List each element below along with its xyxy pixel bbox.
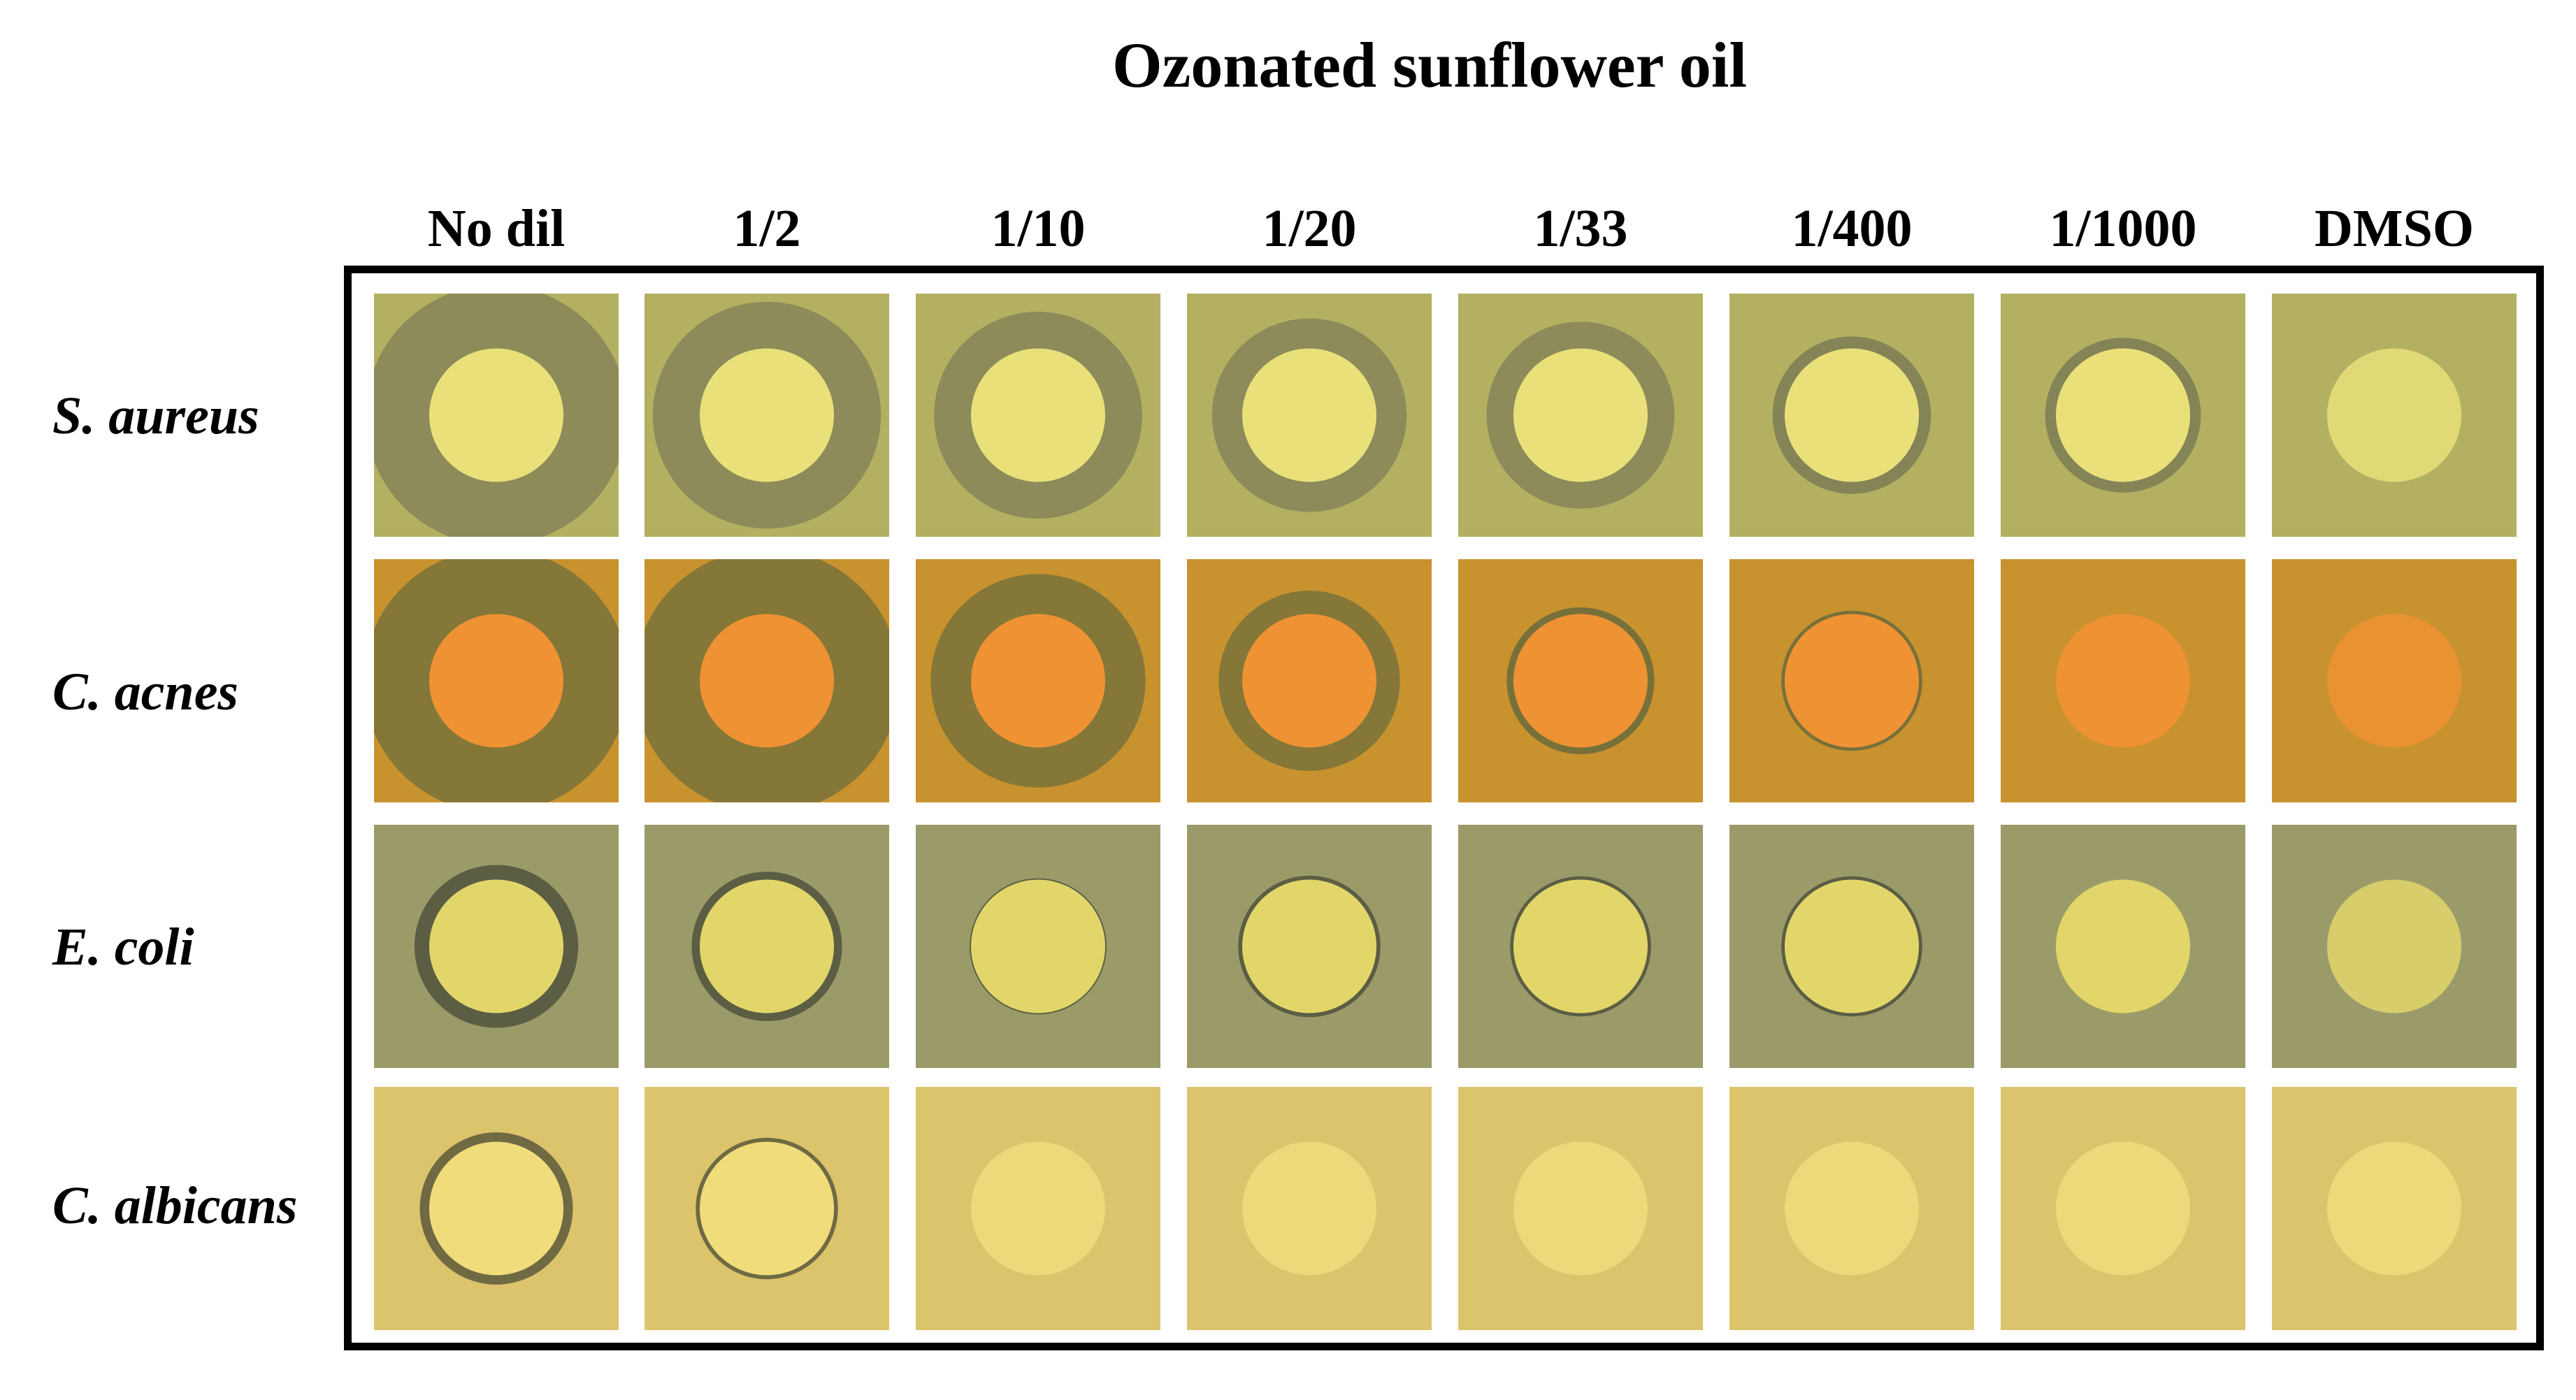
- column-header-1-400: 1/400: [1791, 199, 1913, 258]
- plate-c-acnes-dmso: [2272, 559, 2517, 802]
- plate-c-albicans-no-dil: [374, 1087, 619, 1330]
- plate-s-aureus-1-1000: [2001, 294, 2245, 537]
- plate-c-albicans-1-10: [916, 1087, 1160, 1330]
- sample-disk: [1785, 614, 1919, 748]
- sample-disk: [1242, 1141, 1376, 1276]
- sample-disk: [429, 879, 563, 1013]
- sample-disk: [1242, 614, 1376, 748]
- plate-e-coli-1-20: [1187, 825, 1432, 1068]
- sample-disk: [1785, 879, 1919, 1013]
- sample-disk: [1513, 879, 1648, 1013]
- sample-disk: [1513, 348, 1648, 482]
- sample-disk: [429, 614, 563, 748]
- plate-c-albicans-1-1000: [2001, 1087, 2245, 1330]
- plate-s-aureus-1-33: [1458, 294, 1703, 537]
- sample-disk: [429, 348, 563, 482]
- row-label-c-albicans: C. albicans: [52, 1176, 298, 1235]
- plate-c-albicans-1-2: [645, 1087, 889, 1330]
- sample-disk: [2327, 1141, 2461, 1276]
- column-header-1-33: 1/33: [1533, 199, 1628, 258]
- sample-disk: [2327, 348, 2461, 482]
- plate-e-coli-no-dil: [374, 825, 619, 1068]
- sample-disk: [2056, 1141, 2190, 1276]
- plate-s-aureus-1-10: [916, 294, 1160, 537]
- plate-e-coli-1-1000: [2001, 825, 2245, 1068]
- plate-s-aureus-1-2: [645, 294, 889, 537]
- plate-c-acnes-1-33: [1458, 559, 1703, 802]
- sample-disk: [2056, 348, 2190, 482]
- plate-e-coli-1-400: [1729, 825, 1974, 1068]
- plate-s-aureus-1-400: [1729, 294, 1974, 537]
- plate-e-coli-dmso: [2272, 825, 2517, 1068]
- sample-disk: [1242, 348, 1376, 482]
- plate-c-acnes-1-400: [1729, 559, 1974, 802]
- plate-c-albicans-1-33: [1458, 1087, 1703, 1330]
- plate-e-coli-1-2: [645, 825, 889, 1068]
- sample-disk: [700, 348, 834, 482]
- plate-e-coli-1-10: [916, 825, 1160, 1068]
- sample-disk: [700, 879, 834, 1013]
- sample-disk: [2327, 614, 2461, 748]
- plate-e-coli-1-33: [1458, 825, 1703, 1068]
- sample-disk: [700, 614, 834, 748]
- column-header-no-dil: No dil: [427, 199, 566, 258]
- sample-disk: [1785, 1141, 1919, 1276]
- column-header-1-20: 1/20: [1262, 199, 1357, 258]
- sample-disk: [971, 1141, 1105, 1276]
- plate-s-aureus-1-20: [1187, 294, 1432, 537]
- sample-disk: [971, 348, 1105, 482]
- plate-c-albicans-dmso: [2272, 1087, 2517, 1330]
- sample-disk: [2056, 879, 2190, 1013]
- figure-title: Ozonated sunflower oil: [1111, 29, 1748, 101]
- sample-disk: [1242, 879, 1376, 1013]
- row-label-e-coli: E. coli: [52, 918, 194, 976]
- plate-c-acnes-1-20: [1187, 559, 1432, 802]
- sample-disk: [1513, 614, 1648, 748]
- sample-disk: [1785, 348, 1919, 482]
- sample-disk: [700, 1141, 834, 1276]
- plate-c-albicans-1-400: [1729, 1087, 1974, 1330]
- plate-c-acnes-1-1000: [2001, 559, 2245, 802]
- column-header-1-10: 1/10: [991, 199, 1086, 258]
- plate-c-acnes-no-dil: [374, 559, 619, 802]
- sample-disk: [971, 614, 1105, 748]
- column-header-1-2: 1/2: [733, 199, 801, 258]
- row-label-c-acnes: C. acnes: [52, 663, 238, 721]
- plate-c-acnes-1-2: [645, 559, 889, 802]
- sample-disk: [971, 879, 1105, 1013]
- plate-c-albicans-1-20: [1187, 1087, 1432, 1330]
- plate-s-aureus-dmso: [2272, 294, 2517, 537]
- sample-disk: [2056, 614, 2190, 748]
- sample-disk: [2327, 879, 2461, 1013]
- column-header-1-1000: 1/1000: [2049, 199, 2197, 258]
- column-header-dmso: DMSO: [2315, 199, 2474, 258]
- sample-disk: [429, 1141, 563, 1276]
- plate-c-acnes-1-10: [916, 559, 1160, 802]
- sample-disk: [1513, 1141, 1648, 1276]
- plate-s-aureus-no-dil: [374, 294, 619, 537]
- row-label-s-aureus: S. aureus: [52, 387, 259, 445]
